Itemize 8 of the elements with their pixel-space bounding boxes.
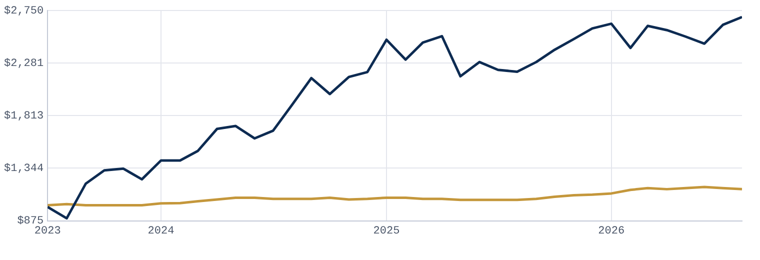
y-tick-label: $2,750 [4,6,44,18]
x-tick-label: 2026 [598,225,625,238]
y-tick-label: $1,344 [4,163,44,176]
x-tick-label: 2024 [148,225,175,238]
y-tick-label: $1,813 [4,110,44,123]
x-tick-label: 2023 [34,225,61,238]
x-tick-label: 2025 [373,225,400,238]
y-tick-label: $2,281 [4,58,44,70]
